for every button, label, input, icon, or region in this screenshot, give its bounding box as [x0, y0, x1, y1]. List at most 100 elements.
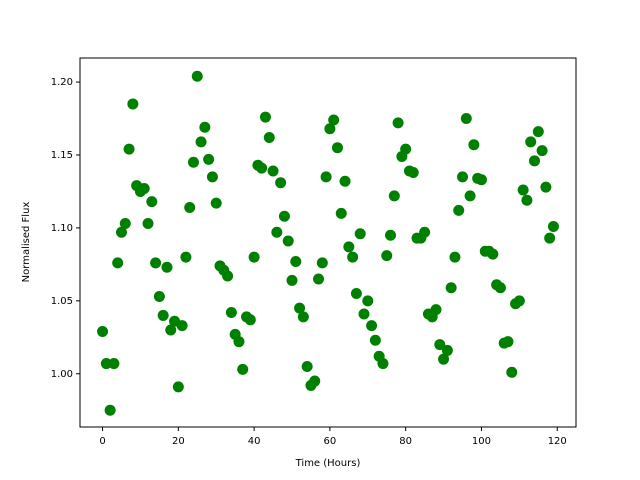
data-point — [294, 302, 306, 314]
data-point — [165, 324, 177, 336]
data-point — [157, 309, 169, 321]
data-point — [244, 314, 256, 326]
data-point — [339, 175, 351, 187]
x-tick-label: 0 — [99, 436, 105, 447]
data-point — [282, 235, 294, 247]
x-tick-label: 40 — [248, 436, 261, 447]
data-point — [434, 339, 446, 351]
data-point — [430, 304, 442, 316]
data-point — [184, 201, 196, 213]
data-point — [381, 250, 393, 262]
data-point — [540, 181, 552, 193]
data-point — [369, 334, 381, 346]
data-point — [506, 366, 518, 378]
data-point — [150, 257, 162, 269]
data-point — [354, 228, 366, 240]
data-point — [271, 226, 283, 238]
data-point — [263, 131, 275, 143]
data-point — [532, 126, 544, 138]
data-point — [475, 174, 487, 186]
data-point — [108, 358, 120, 370]
data-point — [385, 229, 397, 241]
data-point — [547, 220, 559, 232]
data-point — [275, 177, 287, 189]
data-point — [536, 145, 548, 157]
data-point — [172, 381, 184, 393]
data-point — [464, 190, 476, 202]
y-tick-label: 1.05 — [51, 296, 73, 307]
data-point — [453, 204, 465, 216]
data-point — [115, 226, 127, 238]
data-point — [297, 311, 309, 323]
data-point — [331, 142, 343, 154]
data-point — [388, 190, 400, 202]
plot-frame — [79, 57, 577, 428]
data-point — [119, 218, 131, 230]
data-point — [313, 273, 325, 285]
data-point — [203, 153, 215, 165]
data-point — [104, 404, 116, 416]
data-point — [502, 336, 514, 348]
data-point — [225, 307, 237, 319]
x-tick-label: 80 — [399, 436, 412, 447]
data-point — [97, 325, 109, 337]
data-point — [392, 117, 404, 129]
data-point — [407, 166, 419, 178]
data-point — [180, 251, 192, 263]
data-point — [248, 251, 260, 263]
data-point — [191, 70, 203, 82]
data-point — [320, 171, 332, 183]
data-point — [328, 114, 340, 126]
data-point — [290, 255, 302, 267]
data-point — [343, 241, 355, 253]
data-point — [138, 183, 150, 195]
data-point — [350, 288, 362, 300]
x-tick-label: 120 — [548, 436, 567, 447]
data-point — [494, 282, 506, 294]
data-point — [112, 257, 124, 269]
data-point — [142, 218, 154, 230]
data-point — [441, 344, 453, 356]
data-point — [233, 336, 245, 348]
x-tick-label: 60 — [324, 436, 337, 447]
data-point — [286, 274, 298, 286]
data-point — [400, 143, 412, 155]
data-point — [153, 290, 165, 302]
data-point — [525, 136, 537, 148]
data-point — [316, 257, 328, 269]
data-point — [366, 320, 378, 332]
data-point — [206, 171, 218, 183]
x-axis-label: Time (Hours) — [295, 458, 361, 469]
data-point — [324, 123, 336, 135]
data-point — [347, 251, 359, 263]
data-point — [100, 358, 112, 370]
data-point — [521, 194, 533, 206]
data-point — [256, 162, 268, 174]
data-point — [457, 171, 469, 183]
data-point — [460, 113, 472, 125]
data-point — [301, 360, 313, 372]
x-tick-label: 20 — [172, 436, 185, 447]
data-point — [487, 248, 499, 260]
y-tick-label: 1.10 — [51, 223, 73, 234]
data-point — [445, 282, 457, 294]
data-point — [267, 165, 279, 177]
data-point — [544, 232, 556, 244]
data-point — [517, 184, 529, 196]
data-point — [176, 320, 188, 332]
y-tick-label: 1.15 — [51, 150, 73, 161]
data-point — [362, 295, 374, 307]
x-tick-label: 100 — [472, 436, 491, 447]
data-point — [513, 295, 525, 307]
data-point — [449, 251, 461, 263]
data-point — [123, 143, 135, 155]
y-tick-label: 1.00 — [51, 369, 73, 380]
data-point — [278, 210, 290, 222]
data-point — [195, 136, 207, 148]
y-axis-label: Normalised Flux — [21, 202, 32, 283]
data-point — [529, 155, 541, 167]
data-point — [335, 207, 347, 219]
data-point — [377, 358, 389, 370]
data-point — [222, 270, 234, 282]
